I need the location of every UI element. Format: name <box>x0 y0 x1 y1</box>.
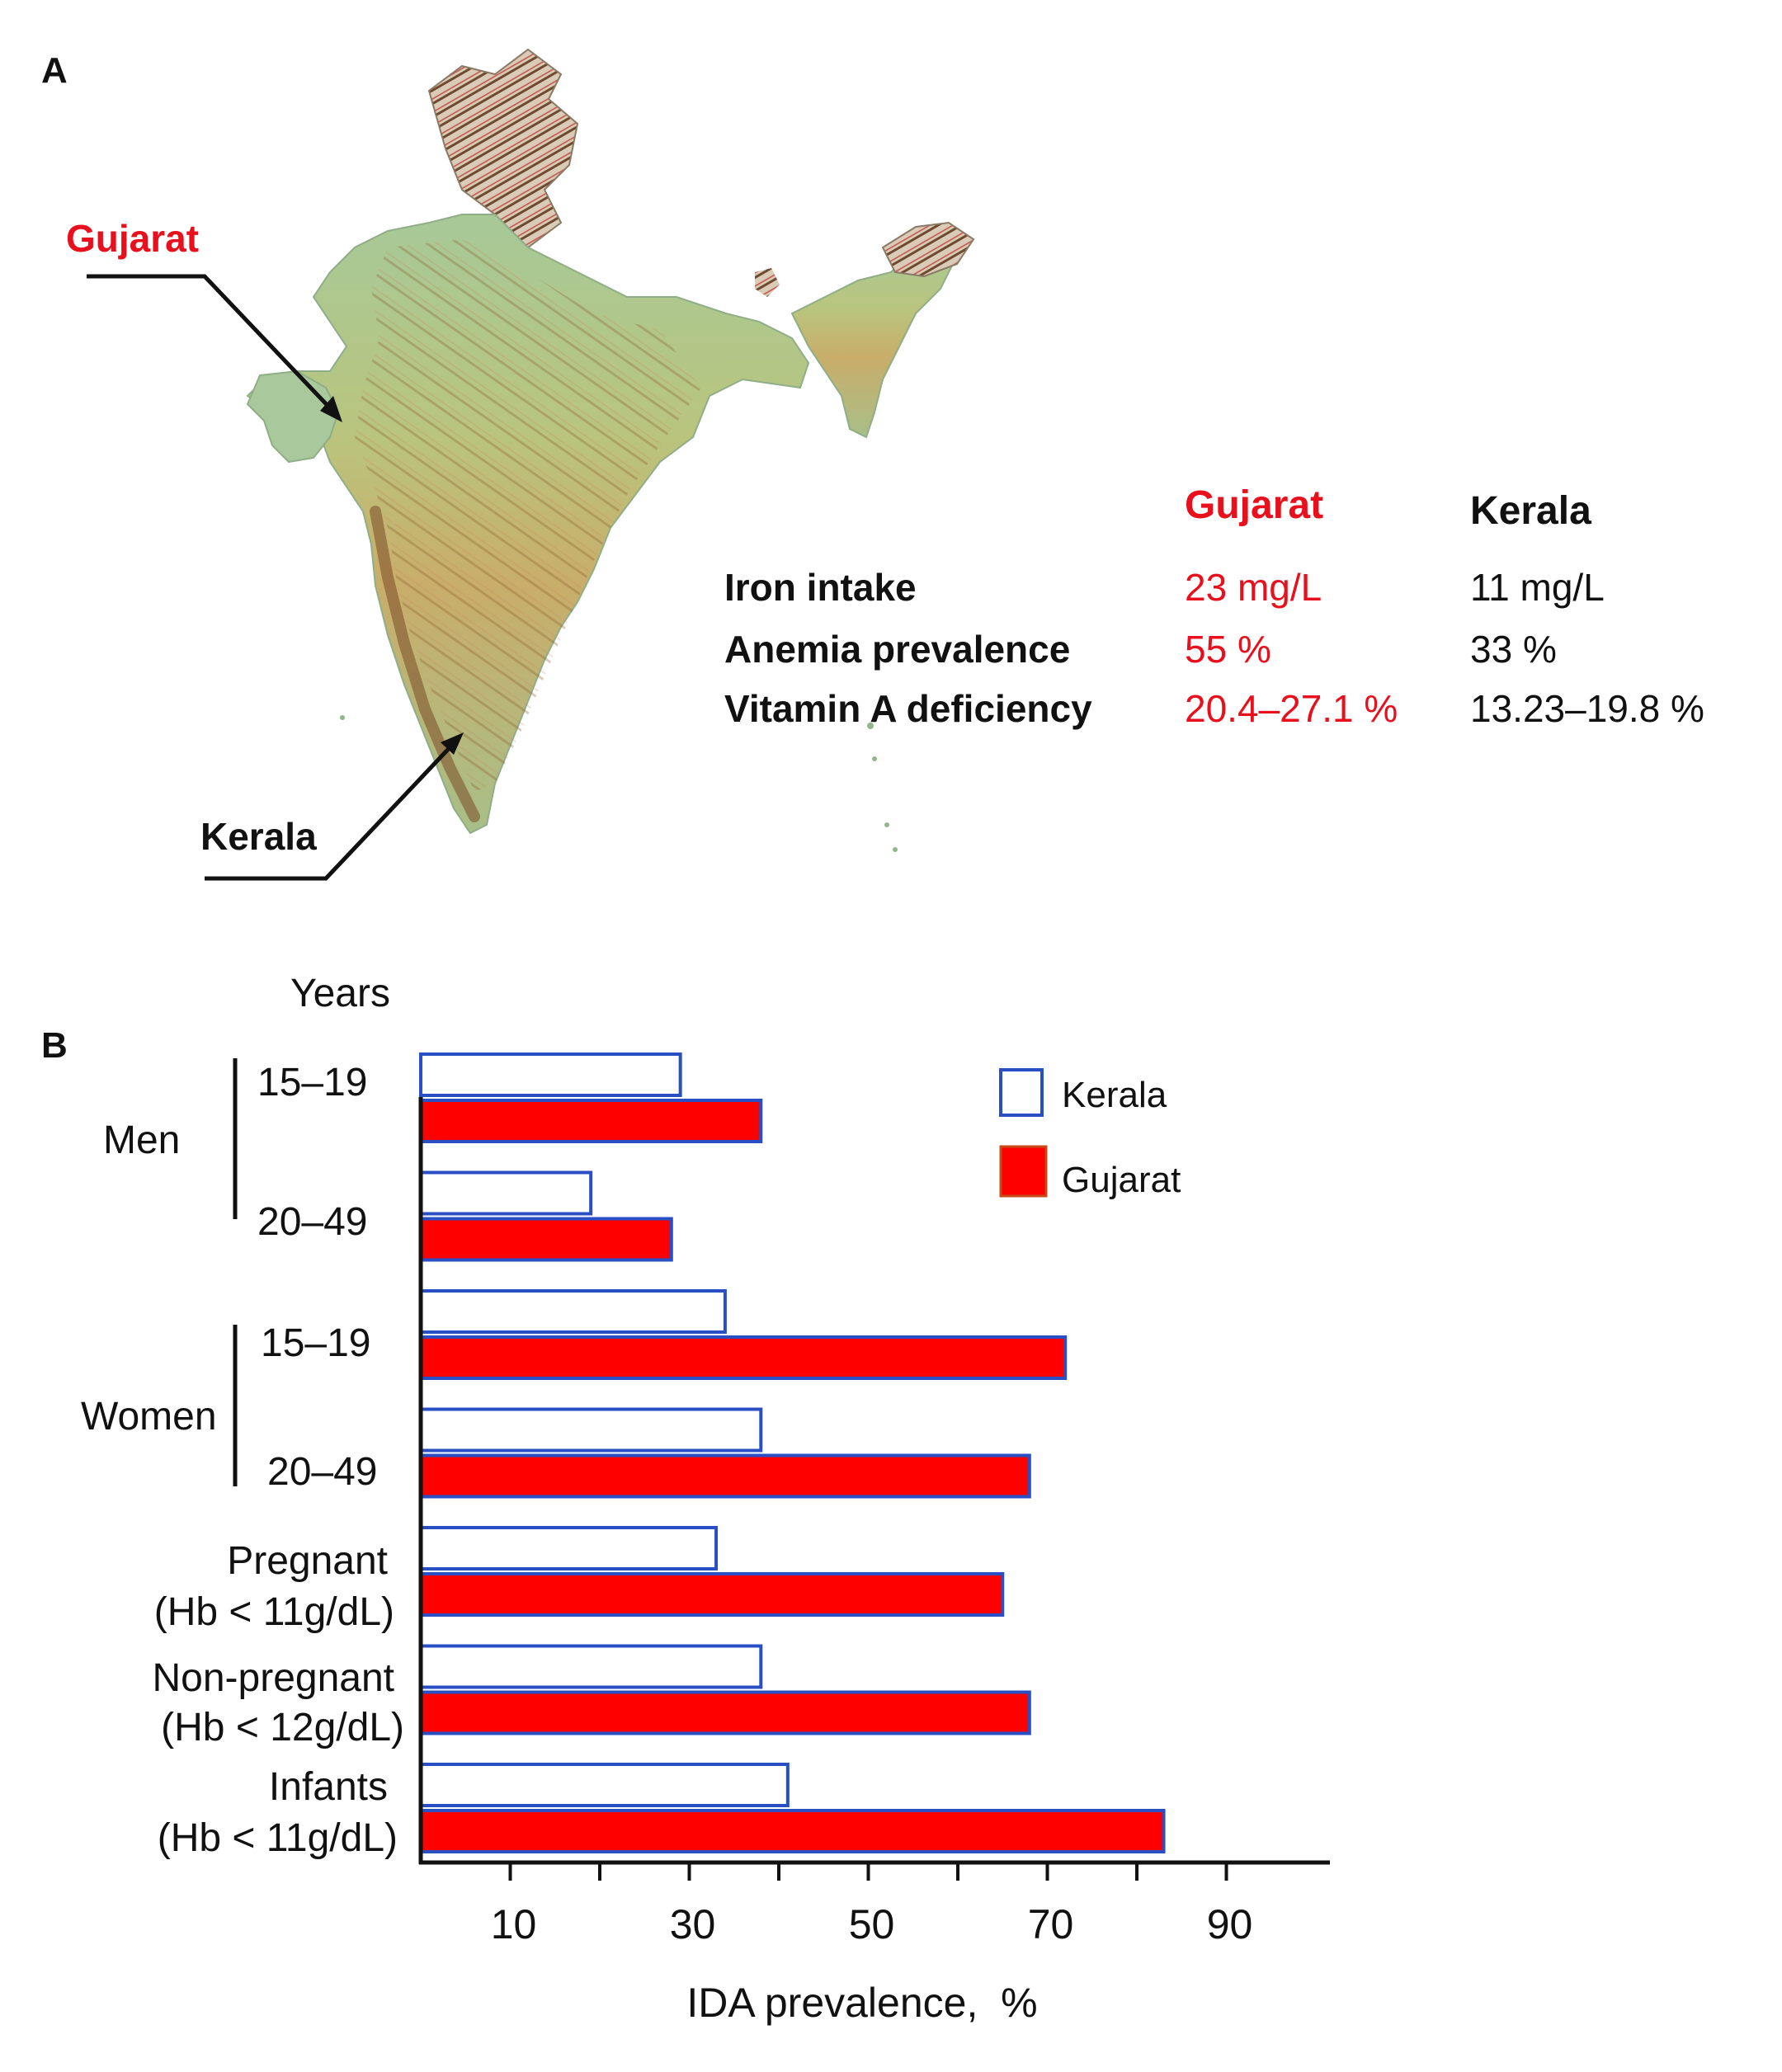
table-cell-gujarat: 23 mg/L <box>1185 566 1322 609</box>
legend-swatch-kerala <box>999 1068 1044 1117</box>
x-tick-label: 30 <box>670 1901 716 1947</box>
island-dot <box>867 723 874 729</box>
row-label-infants: Infants <box>269 1765 388 1809</box>
row-label-pregnant-hb: (Hb < 11g/dL) <box>154 1590 394 1634</box>
bar-gujarat <box>419 1217 673 1262</box>
bar-gujarat <box>419 1572 1005 1617</box>
men-age-label: 15–19 <box>257 1061 367 1104</box>
bar-kerala <box>419 1052 682 1097</box>
bar-kerala <box>419 1644 763 1689</box>
row-label-pregnant: Pregnant <box>227 1539 388 1583</box>
table-cell-gujarat: 55 % <box>1185 628 1271 671</box>
legend-swatch-gujarat <box>999 1145 1048 1198</box>
legend-label-kerala: Kerala <box>1062 1075 1167 1115</box>
kashmir-region <box>427 48 579 249</box>
northeast-region <box>790 238 959 439</box>
bar-kerala <box>419 1763 790 1807</box>
legend-label-gujarat: Gujarat <box>1062 1160 1181 1200</box>
bar-gujarat <box>419 1099 763 1143</box>
group-label-women: Women <box>81 1395 217 1439</box>
island-dot <box>340 715 345 720</box>
bar-gujarat <box>419 1809 1166 1853</box>
nutrition-table: Gujarat Kerala Iron intake 23 mg/L 11 mg… <box>724 483 1704 730</box>
relief-overlay <box>355 239 701 792</box>
table-header-kerala: Kerala <box>1470 489 1591 533</box>
legend: Kerala Gujarat <box>999 1068 1181 1200</box>
panel-b-letter: B <box>41 1025 68 1066</box>
table-cell-kerala: 33 % <box>1470 628 1557 671</box>
row-label-nonpregnant-hb: (Hb < 12g/dL) <box>161 1706 404 1749</box>
bar-gujarat <box>419 1453 1031 1499</box>
women-age-label: 15–19 <box>261 1321 370 1365</box>
table-row-label: Vitamin A deficiency <box>724 687 1092 730</box>
western-ghats <box>370 506 480 822</box>
x-tick-label: 10 <box>491 1901 537 1947</box>
group-label-men: Men <box>103 1118 180 1162</box>
x-tick-label: 90 <box>1207 1901 1253 1947</box>
x-tick-label: 70 <box>1028 1901 1074 1947</box>
kerala-map-label: Kerala <box>200 815 317 858</box>
island-dot <box>893 847 898 852</box>
row-label-nonpregnant: Non-pregnant <box>152 1656 394 1700</box>
bar-gujarat <box>419 1690 1031 1735</box>
men-age-label: 20–49 <box>257 1200 367 1244</box>
bar-kerala <box>419 1289 727 1334</box>
table-cell-gujarat: 20.4–27.1 % <box>1185 687 1398 730</box>
northeast-mountains <box>881 221 975 278</box>
ida-bar-chart: 10 30 50 70 90 <box>418 1052 1330 1947</box>
x-tick-label: 50 <box>849 1901 895 1947</box>
table-cell-kerala: 13.23–19.8 % <box>1470 687 1704 730</box>
sikkim-region <box>755 268 780 297</box>
x-axis-label: IDA prevalence, % <box>686 1980 1037 2026</box>
gujarat-pointer-arrowhead <box>320 396 342 422</box>
table-header-gujarat: Gujarat <box>1185 483 1323 527</box>
gujarat-map-label: Gujarat <box>66 217 199 260</box>
table-cell-kerala: 11 mg/L <box>1470 566 1605 609</box>
island-dot <box>872 756 877 761</box>
panel-a-letter: A <box>41 50 68 91</box>
island-dot <box>884 822 889 827</box>
bar-kerala <box>419 1170 593 1216</box>
kerala-pointer-arrowhead <box>441 732 464 755</box>
row-label-infants-hb: (Hb < 11g/dL) <box>158 1816 398 1860</box>
bar-kerala <box>419 1526 719 1570</box>
years-label: Years <box>290 972 390 1015</box>
india-map <box>246 48 975 852</box>
women-age-label: 20–49 <box>267 1450 377 1494</box>
panel-b: B Years Men 15–19 20–49 Women 15–19 20–4… <box>41 972 1330 2026</box>
bar-kerala <box>419 1407 763 1453</box>
table-row-label: Anemia prevalence <box>724 628 1070 671</box>
gujarat-pointer-line <box>87 274 336 414</box>
kerala-pointer-line <box>205 739 458 881</box>
table-row-label: Iron intake <box>724 566 917 609</box>
panel-a: A Gujarat Kerala <box>41 48 1704 881</box>
bar-gujarat <box>419 1335 1068 1380</box>
